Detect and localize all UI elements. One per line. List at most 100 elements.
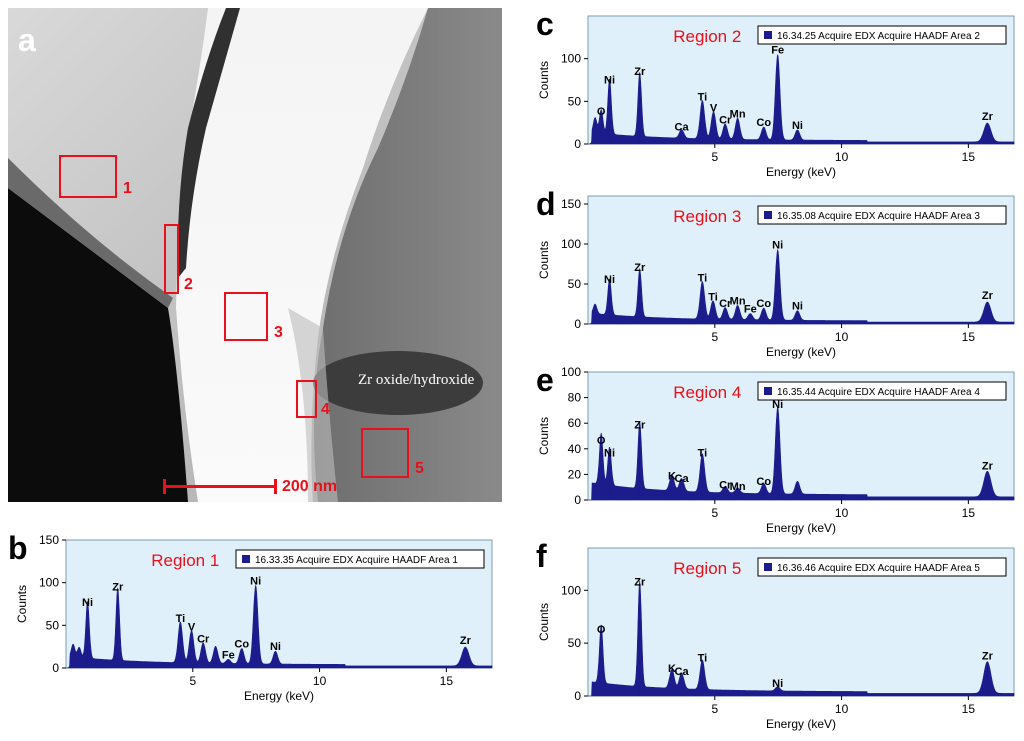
legend-swatch: [764, 387, 772, 395]
x-axis-label: Energy (keV): [766, 165, 836, 179]
x-tick-label: 10: [835, 150, 849, 164]
spectrum-area: [588, 54, 1015, 145]
region-box-3: [224, 292, 268, 341]
legend-swatch: [764, 563, 772, 571]
peak-label-ni: Ni: [270, 641, 281, 653]
legend-box: [757, 381, 1007, 401]
peak-label-o: O: [597, 624, 606, 636]
y-tick-label: 100: [39, 576, 59, 590]
peak-label-co: Co: [756, 298, 771, 310]
x-axis-label: Energy (keV): [766, 521, 836, 535]
x-tick-label: 5: [711, 330, 718, 344]
y-tick-label: 80: [568, 391, 582, 405]
peak-label-ti: Ti: [698, 92, 708, 104]
peak-label-ni: Ni: [772, 240, 783, 252]
region-box-5: [361, 428, 409, 478]
peak-label-mn: Mn: [730, 296, 746, 308]
peak-label-ni: Ni: [604, 448, 615, 460]
legend-text: 16.34.25 Acquire EDX Acquire HAADF Area …: [777, 31, 980, 42]
legend-swatch: [764, 31, 772, 39]
scale-bar: [164, 485, 276, 488]
x-tick-label: 10: [835, 506, 849, 520]
spectrum-panel-d: d Ni Zr Ti Ti Cr Mn Fe Co Ni Ni Zr 0 50 100 150 5 10 15 En…: [530, 188, 1024, 364]
panel-label-e: e: [536, 362, 554, 398]
peak-label-zr: Zr: [634, 576, 646, 588]
y-tick-label: 100: [561, 237, 581, 251]
peak-label-zr: Zr: [634, 66, 646, 78]
panel-label-d: d: [536, 186, 556, 222]
peak-label-fe: Fe: [771, 45, 784, 57]
peak-label-v: V: [188, 622, 196, 634]
legend-swatch: [242, 555, 250, 563]
peak-label-ca: Ca: [675, 121, 690, 133]
peak-label-ni: Ni: [772, 399, 783, 411]
region-box-4: [296, 380, 317, 418]
y-tick-label: 100: [561, 52, 581, 66]
micrograph-image: [8, 8, 502, 502]
peak-label-zr: Zr: [112, 581, 124, 593]
y-tick-label: 100: [561, 365, 581, 379]
x-tick-label: 15: [962, 506, 976, 520]
peak-label-zr: Zr: [634, 262, 646, 274]
x-axis-label: Energy (keV): [244, 689, 314, 703]
x-tick-label: 15: [962, 702, 976, 716]
y-tick-label: 100: [561, 583, 581, 597]
peak-label-o: O: [597, 435, 606, 447]
y-axis-label: Counts: [15, 585, 29, 623]
panel-label-b: b: [8, 530, 28, 566]
x-tick-label: 10: [313, 674, 327, 688]
chart-title: Region 1: [151, 551, 219, 570]
scale-bar-right-tick: [274, 479, 277, 494]
spectrum-panel-e: e O Ni Zr K Ca Ti Cr Mn Co Ni Zr 0 20 40 60 80 100 5 10 15 E…: [530, 364, 1024, 540]
legend-box: [757, 557, 1007, 577]
chart-title: Region 5: [673, 559, 741, 578]
region-marker-4: 4: [321, 401, 330, 418]
x-tick-label: 5: [711, 702, 718, 716]
legend-box: [235, 549, 485, 569]
y-tick-label: 150: [561, 197, 581, 211]
x-tick-label: 5: [189, 674, 196, 688]
spectrum-panel-b: b Ni Zr Ti V Cr Fe Co Ni Ni Zr 0 50 100 150 5 10 15 Energ…: [8, 532, 502, 708]
legend-text: 16.35.44 Acquire EDX Acquire HAADF Area …: [777, 387, 980, 398]
peak-label-mn: Mn: [730, 481, 746, 493]
x-tick-label: 10: [835, 330, 849, 344]
peak-label-co: Co: [234, 639, 249, 651]
y-axis-label: Counts: [537, 417, 551, 455]
legend-text: 16.33.35 Acquire EDX Acquire HAADF Area …: [255, 555, 458, 566]
peak-label-ni: Ni: [82, 597, 93, 609]
peak-label-ni: Ni: [792, 300, 803, 312]
y-tick-label: 50: [46, 618, 60, 632]
peak-label-mn: Mn: [730, 109, 746, 121]
x-tick-label: 5: [711, 506, 718, 520]
peak-label-v: V: [710, 103, 718, 115]
x-tick-label: 5: [711, 150, 718, 164]
x-tick-label: 15: [440, 674, 454, 688]
y-axis-label: Counts: [537, 241, 551, 279]
peak-label-zr: Zr: [982, 460, 994, 472]
peak-label-ti: Ti: [698, 272, 708, 284]
peak-label-zr: Zr: [982, 111, 994, 123]
peak-label-ti: Ti: [708, 292, 718, 304]
panel-label-f: f: [536, 538, 547, 574]
y-tick-label: 150: [39, 533, 59, 547]
peak-label-o: O: [597, 106, 606, 118]
spectrum-chart-region-5: O Zr KCa Ti Ni Zr 0 50 100 5 10 15 Energy (keV) Count…: [537, 547, 1015, 731]
peak-label-ti: Ti: [698, 448, 708, 460]
spectrum-area: [588, 406, 1015, 501]
y-tick-label: 50: [568, 277, 582, 291]
x-tick-label: 10: [835, 702, 849, 716]
micrograph-panel: a 1 2 3 4 5 Zr oxide/hydroxide 200 nm: [8, 8, 502, 502]
spectrum-area: [588, 248, 1015, 325]
y-tick-label: 0: [574, 689, 581, 703]
legend-text: 16.36.46 Acquire EDX Acquire HAADF Area …: [777, 563, 980, 574]
peak-label-ca: Ca: [675, 473, 690, 485]
y-tick-label: 0: [574, 493, 581, 507]
y-tick-label: 0: [52, 661, 59, 675]
peak-label-ni: Ni: [792, 120, 803, 132]
peak-label-co: Co: [756, 117, 771, 129]
peak-label-ti: Ti: [698, 652, 708, 664]
